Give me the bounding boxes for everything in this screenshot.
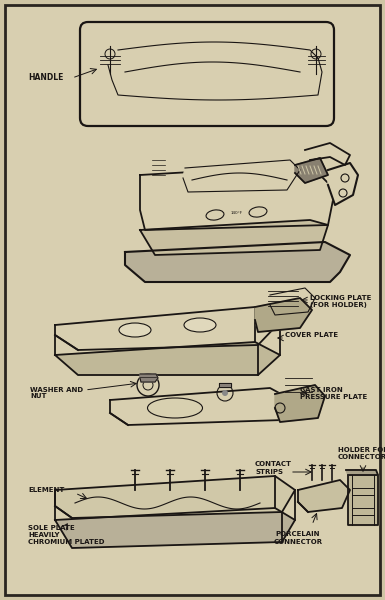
- Polygon shape: [305, 143, 350, 165]
- Text: COVER PLATE: COVER PLATE: [285, 332, 338, 338]
- FancyBboxPatch shape: [80, 22, 334, 126]
- Ellipse shape: [206, 210, 224, 220]
- Polygon shape: [125, 242, 350, 282]
- Polygon shape: [55, 508, 295, 548]
- Text: PORCELAIN
CONNECTOR: PORCELAIN CONNECTOR: [273, 532, 323, 545]
- Polygon shape: [140, 220, 328, 255]
- Text: ELEMENT: ELEMENT: [28, 487, 64, 493]
- Text: HANDLE: HANDLE: [28, 73, 64, 82]
- Text: 140°F: 140°F: [231, 211, 243, 215]
- Polygon shape: [348, 475, 378, 525]
- Polygon shape: [295, 158, 328, 183]
- Polygon shape: [328, 163, 358, 205]
- Polygon shape: [298, 480, 350, 512]
- Ellipse shape: [119, 323, 151, 337]
- Text: CONTACT
STRIPS: CONTACT STRIPS: [255, 461, 292, 475]
- Polygon shape: [55, 476, 295, 518]
- Ellipse shape: [249, 207, 267, 217]
- Text: HOLDER FOR
CONNECTOR: HOLDER FOR CONNECTOR: [338, 447, 385, 460]
- Polygon shape: [55, 307, 280, 350]
- Polygon shape: [219, 383, 231, 387]
- Polygon shape: [275, 385, 325, 422]
- FancyBboxPatch shape: [5, 5, 380, 595]
- Text: SOLE PLATE
HEAVILY
CHROMIUM PLATED: SOLE PLATE HEAVILY CHROMIUM PLATED: [28, 525, 104, 545]
- Text: LOCKING PLATE
(FOR HOLDER): LOCKING PLATE (FOR HOLDER): [310, 295, 372, 308]
- Text: CAST IRON
PRESSURE PLATE: CAST IRON PRESSURE PLATE: [300, 387, 367, 400]
- Polygon shape: [110, 388, 292, 425]
- Polygon shape: [140, 374, 158, 382]
- Polygon shape: [255, 298, 312, 332]
- Polygon shape: [183, 160, 300, 192]
- Polygon shape: [55, 342, 280, 375]
- Ellipse shape: [147, 398, 203, 418]
- Text: WASHER AND
NUT: WASHER AND NUT: [30, 386, 83, 400]
- Ellipse shape: [184, 318, 216, 332]
- Polygon shape: [346, 470, 378, 475]
- Polygon shape: [140, 165, 335, 230]
- Circle shape: [222, 390, 228, 396]
